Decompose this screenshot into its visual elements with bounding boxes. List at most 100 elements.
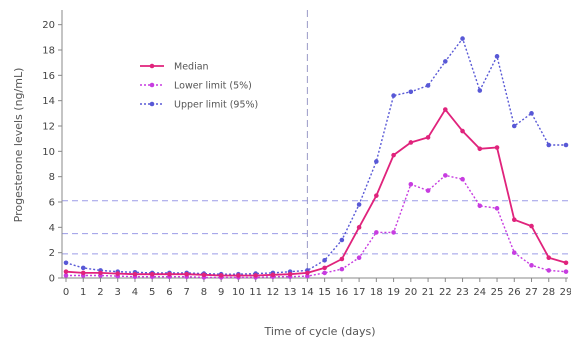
- y-tick-label: 2: [49, 248, 55, 259]
- y-tick-label: 12: [42, 122, 55, 133]
- series-line: [65, 107, 567, 277]
- reference-lines: [62, 10, 568, 278]
- data-point: [425, 135, 431, 140]
- data-point: [339, 237, 345, 243]
- data-point: [477, 203, 483, 209]
- y-tick-label: 16: [42, 71, 55, 82]
- data-point: [80, 270, 86, 276]
- data-point: [408, 140, 414, 145]
- data-point: [80, 265, 86, 271]
- x-tick-label: 3: [115, 287, 121, 298]
- data-point: [322, 257, 327, 263]
- data-point: [546, 255, 552, 261]
- y-tick-labels: 0 2 4 6 8 10 12 14 16 18 20: [42, 20, 62, 285]
- x-tick-label: 14: [301, 287, 314, 298]
- x-tick-label: 18: [370, 287, 383, 298]
- data-point: [201, 272, 207, 278]
- x-tick-label: 12: [267, 287, 280, 298]
- data-point: [63, 260, 69, 266]
- series-lower-limit-5: [63, 173, 569, 280]
- data-point: [356, 202, 362, 207]
- data-point: [63, 269, 69, 274]
- data-point: [546, 268, 552, 273]
- data-point: [443, 173, 448, 178]
- data-point: [563, 260, 569, 266]
- data-point: [460, 176, 465, 182]
- data-point: [374, 159, 379, 164]
- data-point: [218, 273, 224, 278]
- data-point: [391, 152, 396, 158]
- y-tick-label: 18: [42, 46, 55, 57]
- data-point: [236, 273, 241, 278]
- data-point: [511, 123, 517, 129]
- data-point: [494, 145, 500, 150]
- legend: Median Lower limit (5%) Upper limit (95%): [140, 62, 258, 111]
- data-point: [563, 269, 569, 274]
- data-point: [477, 88, 483, 93]
- x-tick-label: 23: [456, 287, 469, 298]
- data-point: [270, 272, 276, 278]
- data-point: [408, 181, 414, 187]
- data-point: [460, 128, 465, 134]
- data-point: [305, 270, 310, 276]
- legend-swatch-marker: [149, 101, 155, 107]
- legend-swatch-marker: [149, 82, 155, 88]
- x-tick-label: 17: [353, 287, 366, 298]
- data-point: [98, 270, 103, 276]
- y-axis-label: Progesterone levels (ng/mL): [12, 68, 25, 223]
- data-point: [339, 266, 345, 272]
- x-tick-label: 21: [422, 287, 435, 298]
- data-point: [425, 188, 431, 193]
- x-tick-label: 15: [318, 287, 331, 298]
- y-tick-label: 0: [49, 274, 55, 285]
- data-point: [132, 271, 138, 277]
- data-point: [63, 273, 69, 278]
- data-point: [529, 223, 534, 229]
- y-tick-label: 8: [49, 172, 55, 183]
- x-tick-labels: 0 1 2 3 4 5 6 7 8 9 10 11 12 13 14 15 16 17 18 19 20 21 22 23 24…: [63, 278, 571, 298]
- series-line: [65, 37, 566, 275]
- data-point: [115, 271, 121, 276]
- x-tick-label: 16: [335, 287, 348, 298]
- x-tick-label: 2: [97, 287, 103, 298]
- y-tick-label: 10: [42, 147, 55, 158]
- data-point: [425, 83, 431, 88]
- data-point: [356, 255, 362, 261]
- x-tick-label: 27: [525, 287, 538, 298]
- x-tick-label: 25: [491, 287, 504, 298]
- data-point: [408, 89, 414, 95]
- x-tick-label: 20: [404, 287, 417, 298]
- x-tick-label: 1: [80, 287, 86, 298]
- data-point: [529, 263, 534, 268]
- data-point: [356, 225, 362, 230]
- x-tick-label: 29: [560, 287, 571, 298]
- legend-label: Upper limit (95%): [174, 100, 258, 111]
- legend-swatch-marker: [149, 63, 155, 69]
- data-point: [184, 271, 189, 277]
- data-point: [322, 270, 327, 276]
- x-tick-label: 6: [166, 287, 172, 298]
- x-tick-label: 26: [508, 287, 521, 298]
- x-tick-label: 5: [149, 287, 155, 298]
- x-tick-label: 11: [249, 287, 262, 298]
- legend-label: Median: [174, 62, 209, 73]
- series-lines: [63, 36, 569, 280]
- data-point: [477, 146, 483, 152]
- data-point: [339, 256, 345, 262]
- y-tick-label: 14: [42, 96, 55, 107]
- x-tick-label: 28: [542, 287, 555, 298]
- data-point: [443, 59, 448, 64]
- data-point: [494, 54, 500, 59]
- x-tick-label: 9: [218, 287, 224, 298]
- axes: [61, 10, 568, 279]
- x-axis-label: Time of cycle (days): [264, 325, 376, 338]
- data-point: [374, 193, 379, 198]
- x-tick-label: 4: [132, 287, 138, 298]
- y-tick-label: 4: [49, 223, 55, 234]
- y-tick-label: 6: [49, 198, 55, 209]
- data-point: [563, 142, 569, 148]
- data-point: [305, 273, 310, 279]
- data-point: [167, 271, 172, 277]
- data-point: [253, 273, 258, 278]
